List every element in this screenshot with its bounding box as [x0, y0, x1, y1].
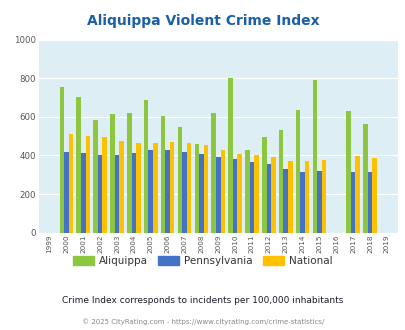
Bar: [169, 142, 174, 233]
Bar: [68, 134, 73, 233]
Bar: [194, 144, 198, 233]
Bar: [177, 127, 182, 233]
Bar: [254, 155, 258, 233]
Bar: [232, 159, 237, 233]
Bar: [316, 171, 321, 233]
Bar: [153, 143, 157, 233]
Bar: [283, 169, 287, 233]
Bar: [312, 80, 316, 233]
Bar: [148, 150, 153, 233]
Bar: [245, 149, 249, 233]
Bar: [165, 149, 169, 233]
Bar: [228, 78, 232, 233]
Bar: [115, 155, 119, 233]
Bar: [211, 113, 215, 233]
Bar: [249, 162, 254, 233]
Bar: [278, 130, 283, 233]
Bar: [85, 136, 90, 233]
Bar: [237, 154, 241, 233]
Bar: [81, 153, 85, 233]
Bar: [367, 172, 371, 233]
Bar: [110, 114, 115, 233]
Bar: [98, 155, 102, 233]
Bar: [300, 172, 304, 233]
Text: Aliquippa Violent Crime Index: Aliquippa Violent Crime Index: [87, 15, 318, 28]
Bar: [355, 156, 359, 233]
Bar: [271, 157, 275, 233]
Bar: [220, 149, 224, 233]
Bar: [186, 143, 191, 233]
Bar: [127, 113, 131, 233]
Bar: [119, 141, 124, 233]
Bar: [198, 154, 203, 233]
Bar: [182, 151, 186, 233]
Bar: [160, 116, 165, 233]
Text: © 2025 CityRating.com - https://www.cityrating.com/crime-statistics/: © 2025 CityRating.com - https://www.city…: [82, 318, 323, 325]
Bar: [304, 161, 309, 233]
Bar: [203, 145, 208, 233]
Bar: [321, 160, 326, 233]
Bar: [131, 152, 136, 233]
Bar: [76, 97, 81, 233]
Bar: [102, 137, 107, 233]
Bar: [362, 124, 367, 233]
Bar: [64, 151, 68, 233]
Bar: [215, 157, 220, 233]
Bar: [136, 143, 141, 233]
Legend: Aliquippa, Pennsylvania, National: Aliquippa, Pennsylvania, National: [68, 252, 337, 270]
Bar: [60, 87, 64, 233]
Text: Crime Index corresponds to incidents per 100,000 inhabitants: Crime Index corresponds to incidents per…: [62, 296, 343, 306]
Bar: [261, 137, 266, 233]
Bar: [295, 110, 300, 233]
Bar: [350, 172, 355, 233]
Bar: [371, 158, 376, 233]
Bar: [287, 161, 292, 233]
Bar: [143, 100, 148, 233]
Bar: [266, 164, 271, 233]
Bar: [93, 120, 98, 233]
Bar: [345, 111, 350, 233]
